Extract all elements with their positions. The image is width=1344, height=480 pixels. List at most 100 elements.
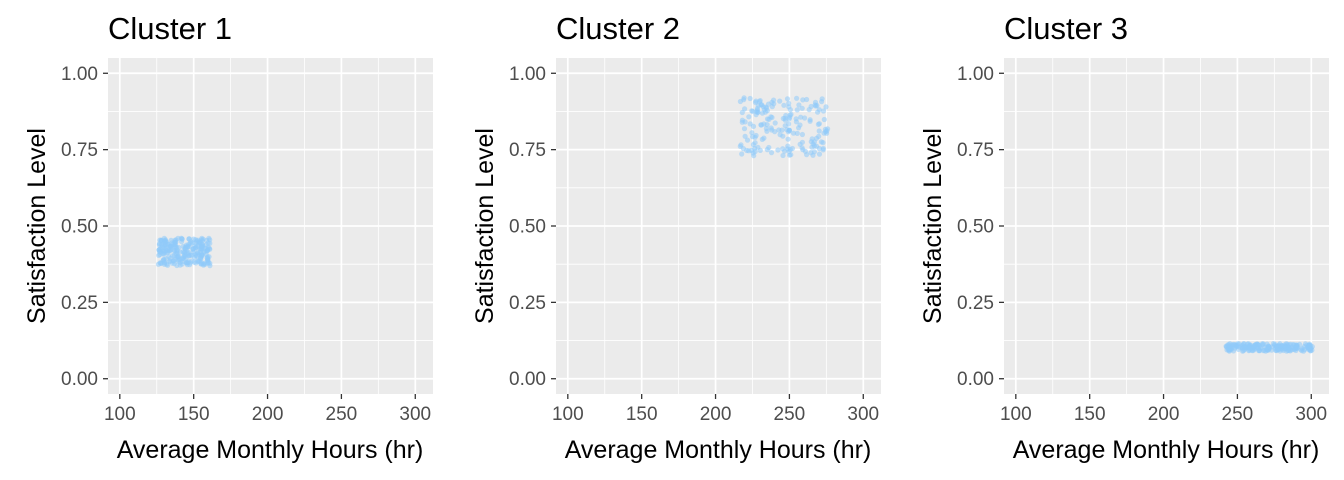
data-point	[785, 136, 791, 142]
data-point	[1307, 342, 1313, 348]
data-point	[1287, 346, 1293, 352]
data-point	[811, 139, 817, 145]
data-point	[174, 254, 180, 260]
data-point	[796, 125, 802, 131]
data-point	[174, 262, 180, 269]
data-point	[206, 235, 212, 241]
data-point	[200, 243, 206, 249]
data-point	[772, 129, 778, 135]
data-point	[797, 141, 803, 147]
data-point	[167, 258, 173, 264]
data-point	[1228, 346, 1234, 352]
x-tick-label: 300	[1295, 404, 1327, 425]
x-tick-label: 300	[399, 404, 431, 425]
data-point	[815, 109, 821, 115]
data-point	[821, 116, 827, 123]
data-point	[1257, 348, 1263, 354]
data-point	[793, 116, 799, 122]
cluster-1-svg: Cluster 1 100 150 200 250 300 0.00 0.25 0.50 0.7…	[23, 11, 433, 464]
data-point	[757, 98, 763, 104]
x-axis-label: Average Monthly Hours (hr)	[1013, 436, 1320, 464]
data-point	[1265, 344, 1271, 350]
data-point	[757, 147, 763, 153]
chart-title: Cluster 1	[108, 11, 232, 46]
data-point	[819, 96, 825, 102]
x-tick-label: 250	[326, 404, 358, 425]
data-point	[777, 98, 783, 104]
data-point	[750, 123, 757, 129]
data-point	[784, 96, 791, 102]
data-point	[1279, 343, 1285, 349]
data-point	[825, 126, 831, 132]
data-point	[1293, 344, 1299, 350]
data-point	[802, 115, 808, 121]
y-tick-label: 0.50	[61, 217, 98, 238]
data-point	[205, 240, 211, 246]
x-tick-label: 100	[104, 404, 136, 425]
data-point	[1299, 345, 1305, 352]
cluster-3-svg: Cluster 3 100 150 200 250 300 0.00 0.25 0.50 0.7…	[919, 11, 1329, 464]
plot-area: 100 150 200 250 300 0.00 0.25 0.50 0.75 1.00	[61, 58, 433, 425]
data-point	[786, 100, 792, 106]
data-point	[201, 248, 207, 254]
data-point	[1277, 348, 1283, 354]
data-point	[763, 126, 769, 132]
data-point	[179, 236, 185, 242]
data-point	[768, 150, 775, 156]
data-point	[796, 102, 802, 108]
y-tick-label: 0.00	[61, 369, 98, 390]
data-point	[738, 142, 744, 148]
data-point	[157, 249, 164, 256]
data-point	[813, 103, 819, 109]
data-point	[739, 151, 745, 157]
data-point	[155, 261, 161, 267]
y-tick-label: 0.75	[509, 140, 546, 161]
x-tick-label: 300	[847, 404, 879, 425]
data-point	[798, 114, 804, 120]
data-point	[759, 102, 765, 108]
data-point	[741, 95, 747, 101]
x-tick-label: 250	[774, 404, 806, 425]
x-tick-label: 150	[626, 404, 658, 425]
y-tick-label: 0.50	[957, 217, 994, 238]
data-point	[177, 259, 183, 265]
y-tick-label: 0.00	[509, 369, 546, 390]
data-point	[807, 117, 813, 123]
data-point	[747, 95, 753, 102]
data-point	[823, 104, 829, 110]
data-point	[810, 152, 816, 158]
x-tick-label: 200	[700, 404, 732, 425]
data-point	[195, 243, 201, 249]
data-point	[758, 122, 764, 128]
data-point	[816, 128, 822, 134]
x-tick-label: 100	[1000, 404, 1032, 425]
data-point	[199, 252, 205, 258]
data-point	[189, 252, 195, 258]
data-point	[794, 95, 800, 101]
data-point	[162, 260, 168, 266]
data-point	[790, 130, 797, 136]
data-point	[771, 101, 777, 107]
y-tick-label: 0.75	[61, 140, 98, 161]
data-point	[813, 143, 820, 149]
data-point	[776, 127, 782, 133]
data-point	[751, 153, 757, 159]
data-point	[749, 130, 755, 136]
cluster-2-chart: Cluster 2 100 150 200 250 300 0.00 0.25 0.50 0.7…	[448, 0, 896, 480]
data-point	[753, 112, 759, 118]
data-point	[787, 152, 793, 158]
data-point	[765, 101, 772, 107]
y-tick-label: 1.00	[957, 64, 994, 85]
data-point	[741, 126, 748, 132]
data-point	[175, 235, 181, 241]
data-point	[157, 237, 163, 243]
data-point	[1256, 342, 1262, 348]
data-point	[775, 147, 781, 153]
data-point	[799, 131, 805, 138]
data-point	[744, 137, 751, 143]
data-point	[194, 238, 200, 244]
data-point	[786, 116, 792, 122]
y-tick-label: 0.25	[509, 293, 546, 314]
data-point	[782, 148, 788, 154]
data-point	[799, 105, 805, 111]
